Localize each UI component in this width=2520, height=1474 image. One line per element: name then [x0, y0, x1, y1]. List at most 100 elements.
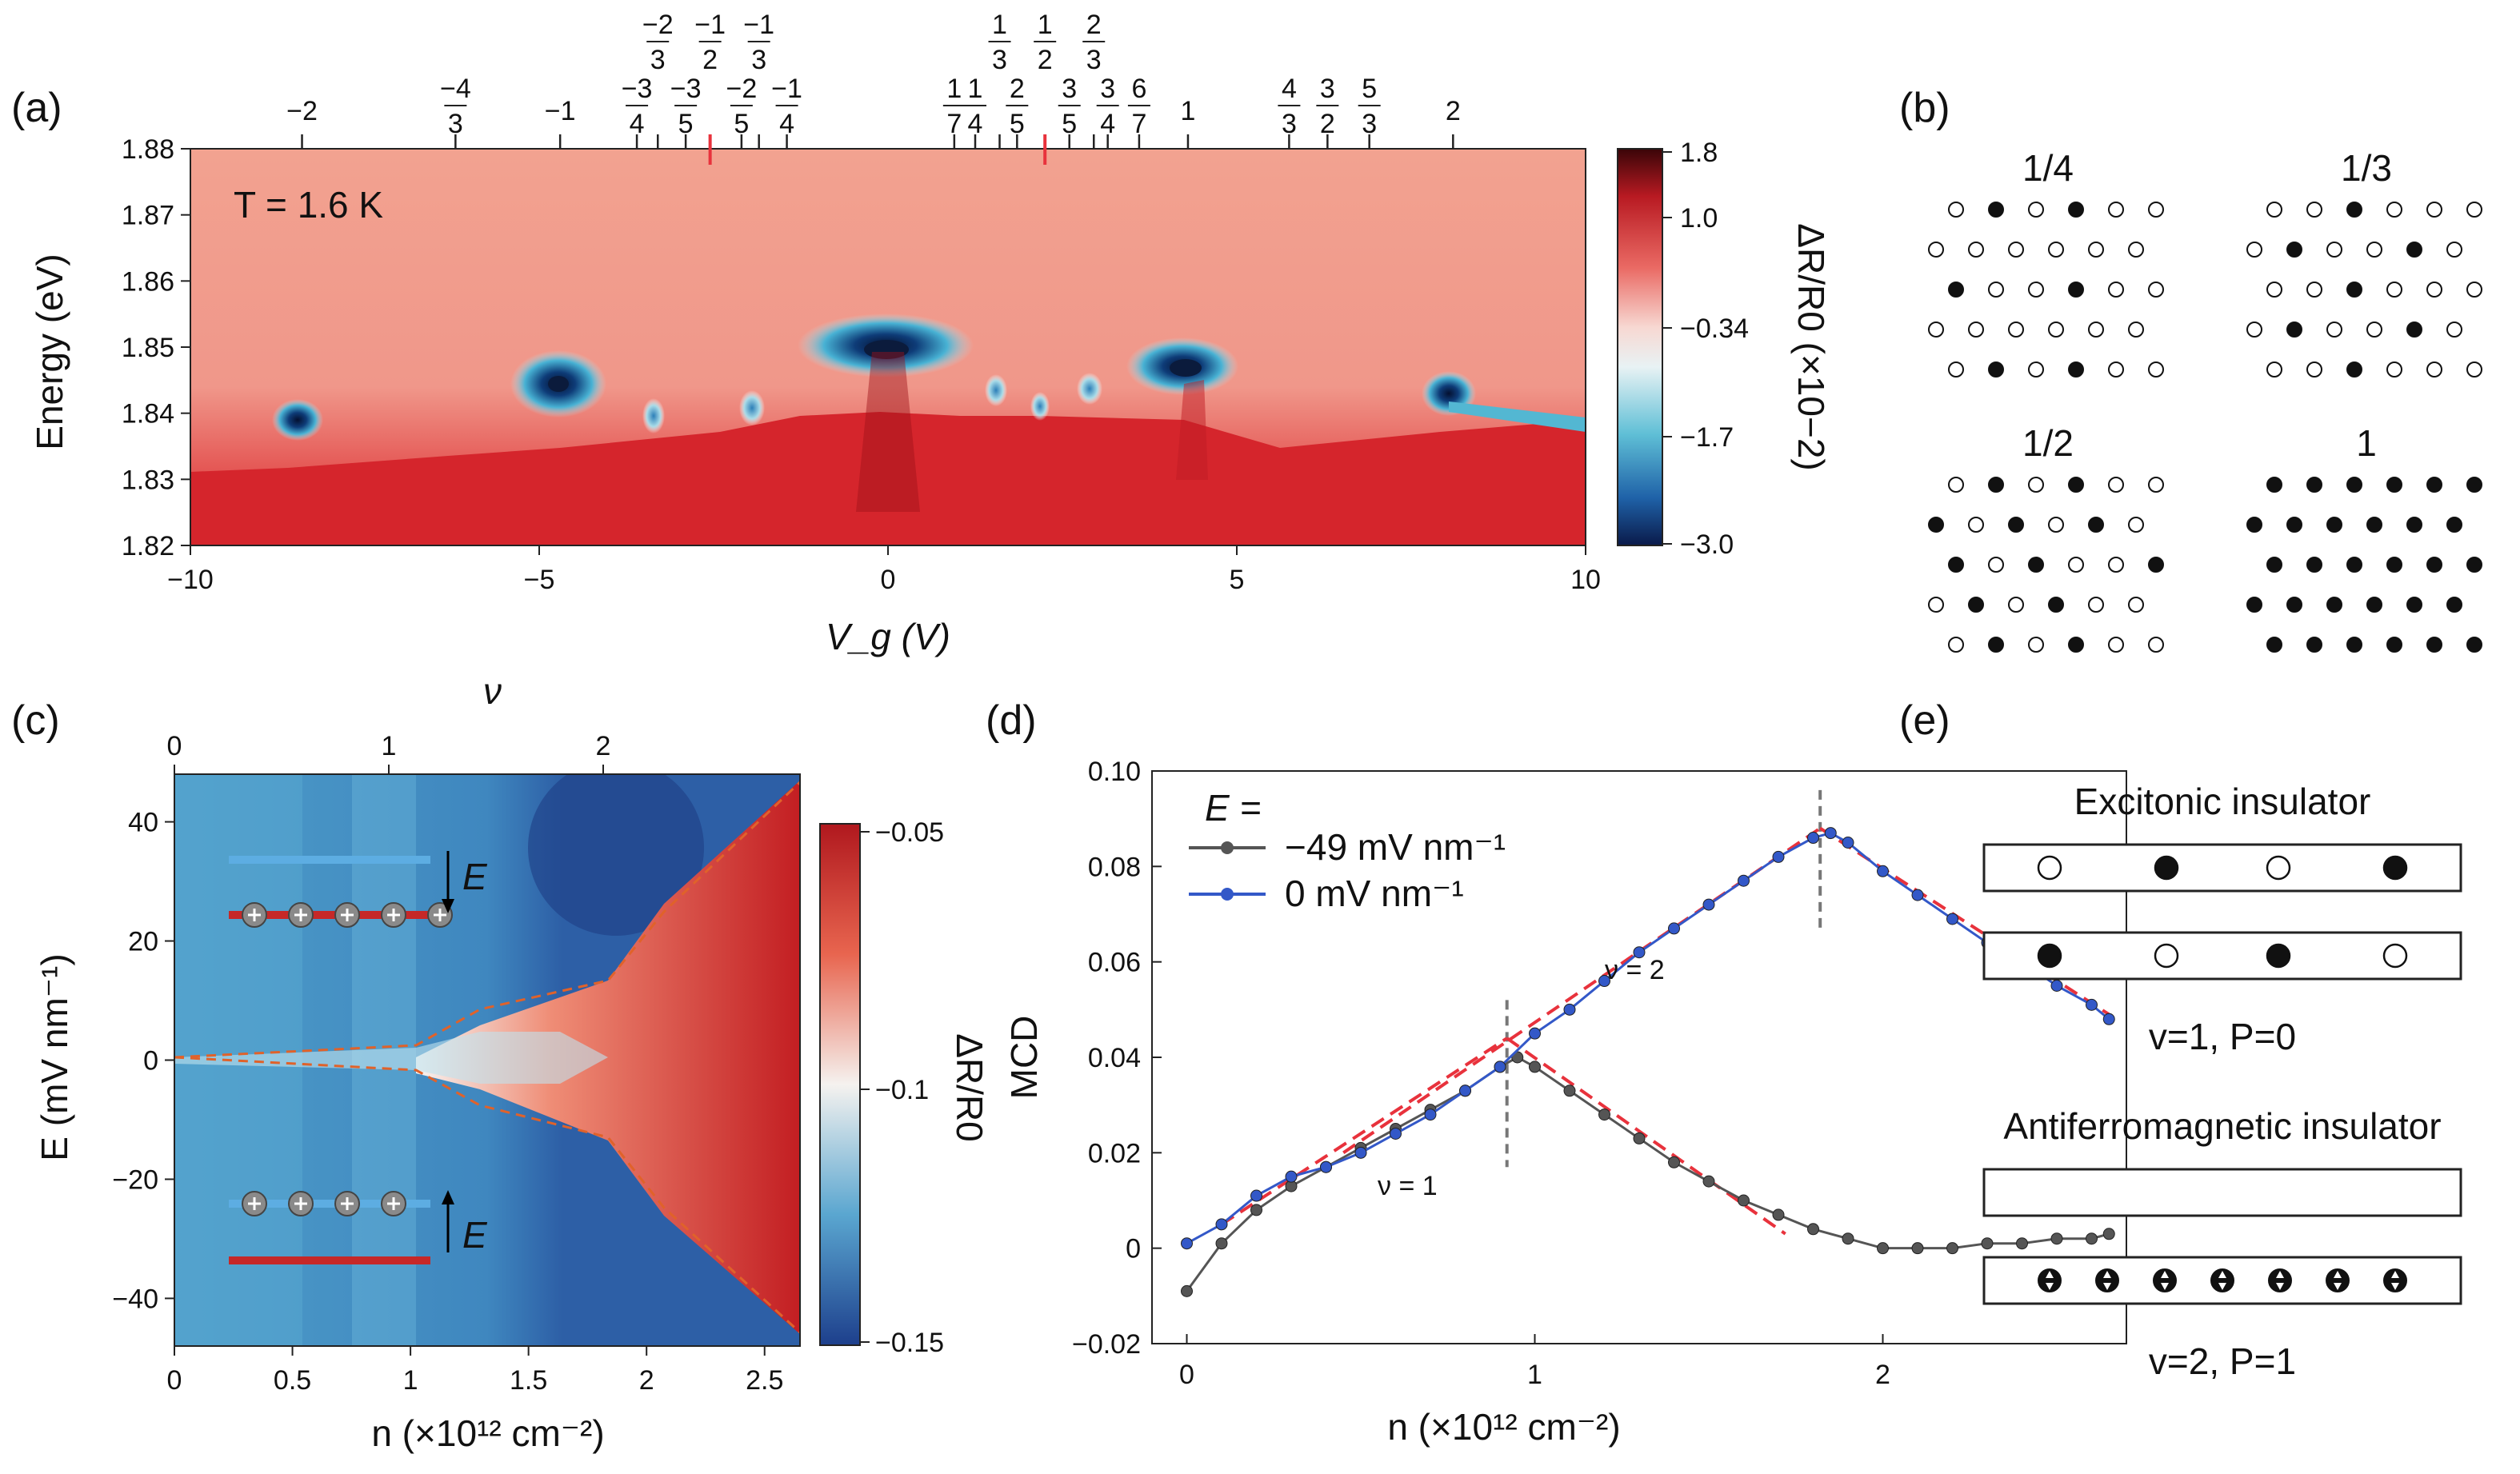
panel-b-site: [2406, 517, 2422, 533]
panel-a-y-axis: 1.88 1.87 1.86 1.85 1.84 1.83 1.82: [122, 134, 190, 561]
series-2-point: [1494, 1061, 1506, 1073]
panel-a-heatmap: [190, 149, 1586, 545]
panel-a-colorbar-tick: −3.0: [1680, 529, 1734, 560]
panel-a-filling-den: 3: [1086, 45, 1102, 75]
panel-b-site: [2266, 202, 2282, 218]
panel-a-y-tick: 1.83: [122, 465, 174, 495]
panel-d-legend: −49 mV nm⁻¹ 0 mV nm⁻¹: [1189, 826, 1506, 914]
panel-b-site: [2128, 242, 2144, 258]
panel-e-top-layer-1: [1982, 843, 2462, 893]
panel-b-site: [1988, 202, 2004, 218]
panel-c-field-label-bottom: E: [462, 1214, 488, 1256]
panel-b-site: [2266, 637, 2282, 653]
panel-c-colorbar-ticks: −0.05 −0.1 −0.15: [860, 817, 944, 1358]
panel-d-nu1: ν = 1: [1378, 1171, 1438, 1201]
panel-c-top-axis-label: ν: [483, 670, 502, 712]
panel-b-site: [2286, 242, 2302, 258]
panel-d-plot: [1181, 789, 2115, 1297]
panel-b-site: [2108, 202, 2124, 218]
panel-d-y-tick: 0.06: [1088, 948, 1141, 978]
series-2-point: [1633, 946, 1646, 959]
panel-a-temperature: T = 1.6 K: [234, 184, 383, 226]
panel-c-y-tick: 20: [128, 927, 158, 957]
panel-c-colorbar-tick: −0.1: [875, 1075, 929, 1105]
panel-b-site: [2426, 362, 2442, 377]
panel-e-spin-site: [2383, 1268, 2407, 1292]
series-2-point: [1250, 1189, 1262, 1202]
panel-b-site: [2406, 322, 2422, 338]
series-2-point: [1215, 1218, 1228, 1231]
panel-b-site: [2266, 282, 2282, 298]
panel-c-inset-bottom: E: [229, 1190, 488, 1264]
panel-a-filling-num: 6: [1131, 74, 1146, 104]
panel-a-colorbar-ticks: 1.8 1.0 −0.34 −1.7 −3.0: [1662, 138, 1749, 560]
panel-d-y-tick: 0.02: [1088, 1138, 1141, 1168]
panel-c-x-tick: 2.5: [746, 1365, 783, 1396]
series-1-point: [1842, 1232, 1854, 1245]
series-2-point: [1772, 850, 1785, 863]
panel-b-site: [1928, 517, 1944, 533]
series-2-point: [1738, 874, 1750, 887]
panel-b-site: [2246, 322, 2262, 338]
panel-a-filling-den: 3: [992, 45, 1007, 75]
panel-c-y-tick: 0: [143, 1046, 158, 1077]
panel-b-site: [2346, 202, 2362, 218]
panel-c-top-tick: 1: [382, 731, 397, 761]
panel-b-site: [2306, 282, 2322, 298]
panel-a-filling-num: 5: [1362, 74, 1377, 104]
panel-a-filling-den: 3: [751, 45, 766, 75]
panel-e-spin-site: [2095, 1268, 2119, 1292]
fit-line: [1220, 1037, 1508, 1226]
panel-b-site: [2386, 637, 2402, 653]
series-1-point: [2016, 1237, 2028, 1250]
panel-b-site: [2286, 322, 2302, 338]
panel-b-site: [2406, 597, 2422, 613]
panel-b-site: [2048, 242, 2064, 258]
series-2-point: [1563, 1003, 1576, 1016]
panel-a-filling-label: 2: [1446, 96, 1461, 126]
panel-e-bottom-layer-1: [1982, 931, 2462, 981]
panel-e-spin-site: [2153, 1268, 2177, 1292]
panel-b-site: [2346, 477, 2362, 493]
panel-b-site: [2108, 557, 2124, 573]
panel-a-x-tick: 5: [1230, 565, 1245, 595]
panel-b-site: [1988, 362, 2004, 377]
series-2-point: [1598, 975, 1610, 988]
panel-b-site: [2386, 362, 2402, 377]
panel-c-field-label-top: E: [462, 856, 488, 897]
panel-b-site: [2148, 202, 2164, 218]
panel-b-site: [1928, 597, 1944, 613]
panel-a-x-tick: −5: [524, 565, 555, 595]
panel-a-filling-den: 2: [1038, 45, 1053, 75]
panel-a-colorbar-tick: −1.7: [1680, 422, 1734, 453]
panel-d-y-tick: −0.02: [1072, 1329, 1141, 1360]
panel-e-top-layer-2: [1982, 1168, 2462, 1217]
series-2-point: [1459, 1085, 1471, 1097]
panel-e-spin-site: [2038, 1268, 2062, 1292]
panel-b-lattice-title: 1/4: [2022, 147, 2074, 189]
panel-b-site: [2446, 597, 2462, 613]
panel-b-site: [2088, 322, 2104, 338]
series-1-point: [2102, 1228, 2115, 1240]
panel-a-filling-num: −4: [440, 74, 471, 104]
panel-b-site: [2028, 637, 2044, 653]
panel-b-site: [2446, 242, 2462, 258]
panel-b-site: [2346, 557, 2362, 573]
panel-a-filling-den: 2: [702, 45, 718, 75]
series-1-point: [1877, 1242, 1889, 1255]
panel-a-filling-num: −1: [694, 10, 726, 40]
series-2-point: [1181, 1237, 1193, 1250]
panel-b-site: [1928, 242, 1944, 258]
panel-e-caption1: v=1, P=0: [2149, 1016, 2296, 1057]
series-2-point: [1320, 1160, 1332, 1173]
panel-a-filling-num: 2: [1010, 74, 1025, 104]
panel-b-site: [2088, 242, 2104, 258]
panel-b-site: [2466, 557, 2482, 573]
panel-e-site: [2382, 943, 2408, 969]
panel-b-site: [1948, 637, 1964, 653]
panel-e-title2: Antiferromagnetic insulator: [2003, 1105, 2441, 1147]
series-1-point: [2050, 1232, 2063, 1245]
panel-c-x-tick: 2: [639, 1365, 654, 1396]
panel-a-y-tick: 1.87: [122, 201, 174, 231]
panel-e-site: [2037, 855, 2062, 881]
